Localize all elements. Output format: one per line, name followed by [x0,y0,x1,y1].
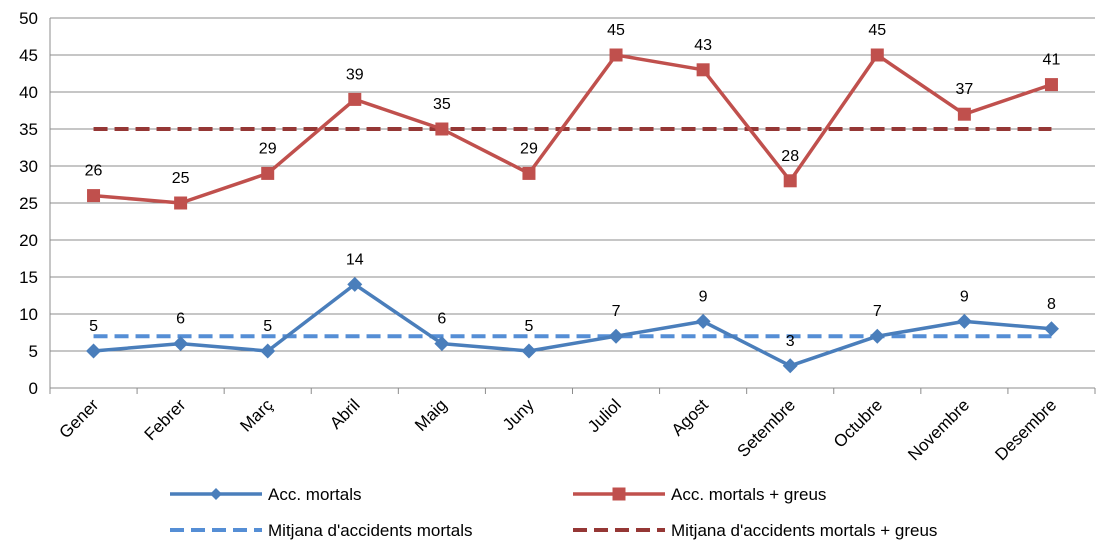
legend-marker-diamond [210,488,222,500]
y-tick-label: 10 [19,305,38,324]
marker-diamond [347,276,363,292]
data-label: 29 [520,140,538,157]
series-line-1 [93,53,1053,205]
legend-label: Acc. mortals + greus [671,485,826,504]
y-tick-label: 35 [19,120,38,139]
legend: Acc. mortals Acc. mortals + greus Mitjana … [170,485,937,540]
marker-square [957,107,971,121]
x-tick-label: Setembre [733,395,799,461]
data-label: 25 [172,170,190,187]
data-label: 39 [346,66,364,83]
y-tick-label: 45 [19,46,38,65]
marker-diamond [608,328,624,344]
gridlines [50,17,1095,389]
series-group [86,48,1059,374]
y-tick-label: 40 [19,83,38,102]
data-label: 14 [346,251,364,268]
data-label: 5 [89,318,98,335]
data-label: 35 [433,96,451,113]
y-tick-label: 5 [29,342,38,361]
data-label: 9 [699,288,708,305]
data-label: 7 [612,303,621,320]
data-label: 37 [955,81,973,98]
x-tick-label: Març [236,395,277,436]
x-tick-label: Juny [499,395,538,434]
data-label: 7 [873,303,882,320]
marker-diamond [695,313,711,329]
data-label: 43 [694,37,712,54]
marker-square [696,63,710,77]
marker-square [522,166,536,180]
x-tick-label: Febrer [141,395,190,444]
data-label: 41 [1043,52,1061,69]
x-tick-label: Abril [326,395,363,432]
legend-label: Mitjana d'accidents mortals + greus [671,521,937,540]
data-label: 6 [176,311,185,328]
marker-square [783,174,797,188]
marker-square [174,196,188,210]
y-tick-label: 20 [19,231,38,250]
x-tick-label: Novembre [904,395,973,464]
marker-diamond [260,343,276,359]
marker-square [348,92,362,106]
data-label: 9 [960,288,969,305]
marker-diamond [434,336,450,352]
data-label: 45 [868,22,886,39]
marker-diamond [86,343,102,359]
marker-square [1044,78,1058,92]
marker-square [261,166,275,180]
data-label: 45 [607,22,625,39]
x-tick-label: Octubre [830,395,886,451]
marker-diamond [956,313,972,329]
marker-diamond [173,336,189,352]
marker-square [870,48,884,62]
marker-diamond [521,343,537,359]
x-tick-label: Agost [668,395,712,439]
legend-label: Acc. mortals [268,485,362,504]
y-tick-label: 15 [19,268,38,287]
marker-square [87,189,101,203]
legend-marker-square [612,487,626,501]
series-line-0 [93,282,1052,368]
data-label: 6 [437,311,446,328]
data-label: 5 [525,318,534,335]
data-label: 8 [1047,296,1056,313]
marker-diamond [782,358,798,374]
y-tick-label: 50 [19,9,38,28]
marker-square [609,48,623,62]
x-tick-label: Desembre [991,395,1060,464]
x-tick-label: Maig [411,395,450,434]
data-label: 3 [786,333,795,350]
y-tick-label: 30 [19,157,38,176]
y-tick-label: 0 [29,379,38,398]
marker-diamond [1043,321,1059,337]
x-tick-label: Juliol [584,395,625,436]
x-tick-label: Gener [56,395,103,442]
marker-diamond [869,328,885,344]
data-label: 29 [259,140,277,157]
marker-square [435,122,449,136]
data-label: 26 [85,163,103,180]
data-label: 5 [263,318,272,335]
legend-label: Mitjana d'accidents mortals [268,521,473,540]
data-label: 28 [781,148,799,165]
y-tick-label: 25 [19,194,38,213]
